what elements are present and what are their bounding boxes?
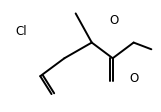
Text: O: O [110, 14, 119, 27]
Text: Cl: Cl [15, 25, 27, 38]
Text: O: O [129, 72, 138, 85]
